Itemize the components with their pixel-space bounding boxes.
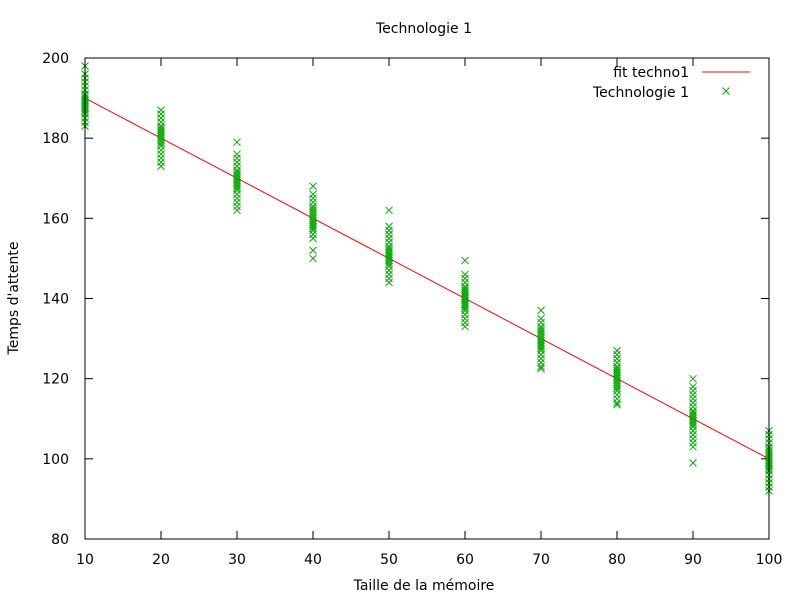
data-point: [309, 204, 317, 213]
y-tick-label: 160: [42, 211, 69, 227]
data-point: [537, 306, 545, 315]
y-tick-label: 100: [42, 452, 69, 468]
data-point: [157, 140, 165, 149]
data-point: [385, 244, 393, 253]
x-tick-label: 90: [684, 552, 702, 568]
x-tick-label: 100: [756, 552, 783, 568]
x-axis-ticks: 10 20 30 40 50 60 70 80 90 100: [76, 58, 782, 568]
data-point: [537, 324, 545, 333]
data-point: [537, 344, 545, 353]
data-point: [689, 442, 697, 451]
data-point: [157, 162, 165, 171]
data-point: [689, 408, 697, 417]
data-point: [461, 304, 469, 313]
scatter-points: [81, 62, 773, 495]
x-tick-label: 10: [76, 552, 94, 568]
fit-line: [84, 97, 770, 460]
x-axis-label: Taille de la mémoire: [353, 578, 495, 594]
y-tick-label: 180: [42, 131, 69, 147]
data-point: [613, 364, 621, 373]
data-point: [309, 254, 317, 263]
legend-label-fit: fit techno1: [613, 65, 689, 81]
y-axis-ticks: 80 100 120 140 160 180 200: [42, 51, 769, 548]
data-point: [537, 362, 545, 371]
x-tick-label: 40: [304, 552, 322, 568]
data-point: [385, 278, 393, 287]
data-point: [461, 256, 469, 265]
data-point: [309, 182, 317, 191]
data-point: [689, 374, 697, 383]
data-point: [537, 364, 545, 373]
data-point: [157, 124, 165, 132]
x-tick-label: 70: [532, 552, 550, 568]
data-point: [613, 384, 621, 393]
data-point: [613, 400, 621, 409]
data-point: [309, 224, 317, 233]
plot-area: [81, 62, 773, 495]
y-axis-label: Temps d'attente: [6, 242, 22, 356]
data-point: [233, 206, 241, 215]
data-point: [613, 398, 621, 407]
legend-marker: [722, 87, 730, 95]
x-tick-label: 80: [608, 552, 626, 568]
y-tick-label: 140: [42, 292, 69, 308]
x-tick-label: 30: [228, 552, 246, 568]
data-point: [309, 246, 317, 255]
data-point: [461, 322, 469, 331]
plot-frame: [84, 57, 770, 540]
x-tick-label: 20: [152, 552, 170, 568]
data-point: [385, 260, 393, 269]
data-point: [689, 420, 697, 429]
data-point: [233, 168, 241, 177]
data-point: [233, 138, 241, 147]
data-point: [461, 284, 469, 293]
legend: fit techno1 Technologie 1: [592, 65, 750, 101]
y-tick-label: 200: [42, 51, 69, 67]
data-point: [233, 184, 241, 193]
x-tick-label: 50: [380, 552, 398, 568]
data-point: [689, 458, 697, 467]
y-tick-label: 80: [51, 532, 69, 548]
y-tick-label: 120: [42, 372, 69, 388]
legend-label-points: Technologie 1: [592, 85, 689, 101]
legend-swatch-points: [722, 87, 730, 95]
data-point: [385, 206, 393, 215]
data-point: [309, 234, 317, 243]
chart-title: Technologie 1: [375, 21, 472, 37]
x-tick-label: 60: [456, 552, 474, 568]
